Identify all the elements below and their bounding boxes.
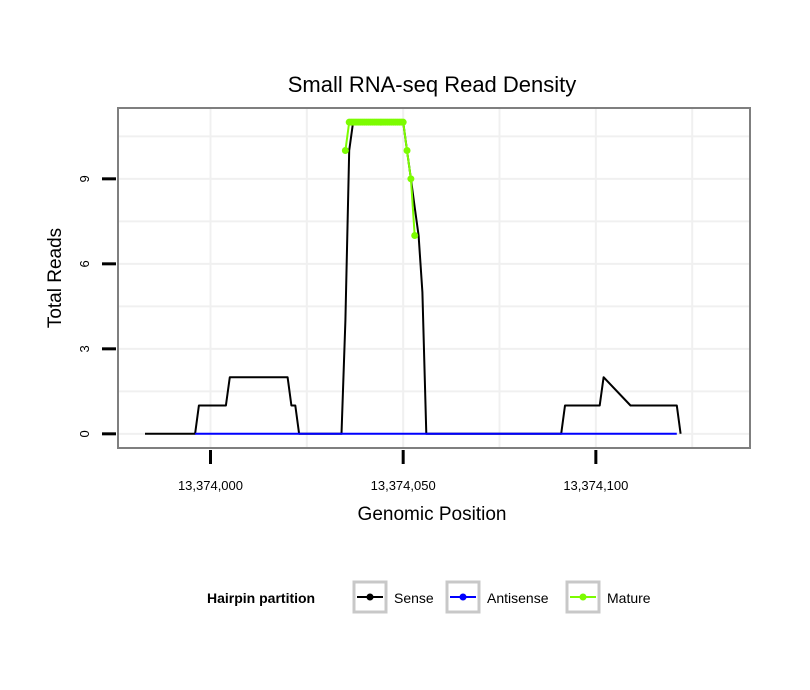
y-tick-label: 9 [77, 175, 92, 182]
y-tick-label: 0 [77, 430, 92, 437]
x-tick-label: 13,374,050 [371, 478, 436, 493]
chart-title: Small RNA-seq Read Density [288, 72, 577, 97]
mature-point [407, 175, 415, 183]
legend-key-point [366, 593, 374, 601]
y-axis: 0 3 6 9 [77, 175, 116, 437]
legend-key-point [459, 593, 467, 601]
mature-point [403, 147, 411, 154]
plot-border [117, 107, 751, 449]
y-tick-label: 6 [77, 260, 92, 267]
legend-key-point [579, 593, 587, 601]
legend-label-antisense: Antisense [487, 590, 549, 606]
mature-point [341, 147, 349, 154]
legend-title: Hairpin partition [207, 590, 315, 606]
x-axis: 13,374,000 13,374,050 13,374,100 [178, 450, 628, 493]
x-tick-label: 13,374,100 [563, 478, 628, 493]
x-axis-title: Genomic Position [358, 504, 507, 525]
y-tick-label: 3 [77, 345, 92, 352]
legend-label-sense: Sense [394, 590, 434, 606]
grid-lines [118, 108, 750, 448]
y-axis-title: Total Reads [45, 228, 66, 328]
series-layer [145, 118, 682, 435]
legend-label-mature: Mature [607, 590, 651, 606]
x-tick-label: 13,374,000 [178, 478, 243, 493]
mature-point [399, 118, 407, 126]
mature-point [411, 232, 419, 239]
legend: Hairpin partition Sense Antisense Mature [207, 580, 651, 614]
plot-panel [118, 108, 750, 448]
